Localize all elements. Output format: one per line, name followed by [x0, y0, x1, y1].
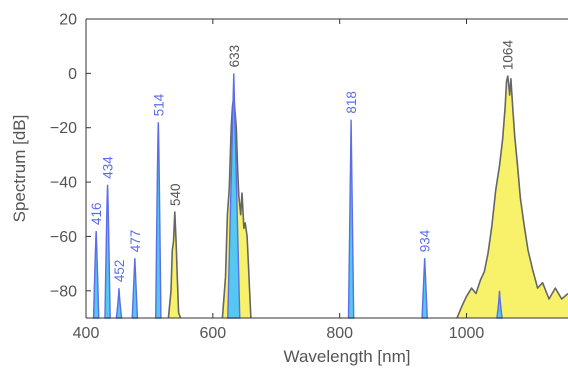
x-tick-label: 800 — [326, 325, 353, 342]
gray-peak-label: 1064 — [501, 40, 516, 71]
plot-frame — [85, 18, 568, 319]
blue-peak-8 — [496, 290, 503, 319]
blue-peak-5 — [227, 73, 241, 319]
blue-peak-1 — [104, 184, 111, 319]
blue-peak-4 — [154, 122, 162, 319]
y-axis-title: Spectrum [dB] — [10, 115, 29, 223]
gray-spectrum-line-0 — [167, 211, 182, 319]
blue-peak-label: 934 — [418, 229, 433, 252]
blue-peak-label: 818 — [344, 91, 359, 114]
blue-peak-7 — [421, 258, 428, 319]
blue-peak-6 — [347, 119, 355, 319]
gray-spectrum-fill-2 — [457, 76, 568, 318]
gray-spectrum-line-1 — [221, 97, 252, 319]
blue-peak-3 — [131, 258, 139, 319]
y-tick-label: −80 — [50, 283, 77, 300]
y-tick-label: 0 — [68, 66, 77, 83]
gray-spectrum-line-2 — [456, 75, 568, 319]
y-tick-label: −60 — [50, 229, 77, 246]
gray-peak-label: 540 — [168, 183, 183, 206]
blue-peak-label: 633 — [227, 45, 242, 68]
x-axis-title: Wavelength [nm] — [284, 347, 411, 366]
blue-peak-label: 514 — [151, 93, 166, 116]
y-tick-label: −40 — [50, 175, 77, 192]
blue-peak-label: 452 — [112, 260, 127, 283]
x-tick-label: 1000 — [449, 325, 485, 342]
y-tick-label: 20 — [59, 12, 77, 29]
x-tick-label: 600 — [199, 325, 226, 342]
blue-peak-0 — [92, 230, 100, 319]
spectra-lines — [92, 73, 568, 319]
blue-peak-2 — [115, 288, 123, 319]
blue-peak-label: 416 — [89, 202, 104, 225]
x-tick-label: 400 — [73, 325, 100, 342]
blue-peak-label: 434 — [101, 156, 116, 179]
blue-peak-label: 477 — [128, 230, 143, 253]
y-tick-label: −20 — [50, 120, 77, 137]
axis-ticks: 400 600 800 1000 −80 −60 −40 −20 0 20 — [50, 12, 485, 343]
